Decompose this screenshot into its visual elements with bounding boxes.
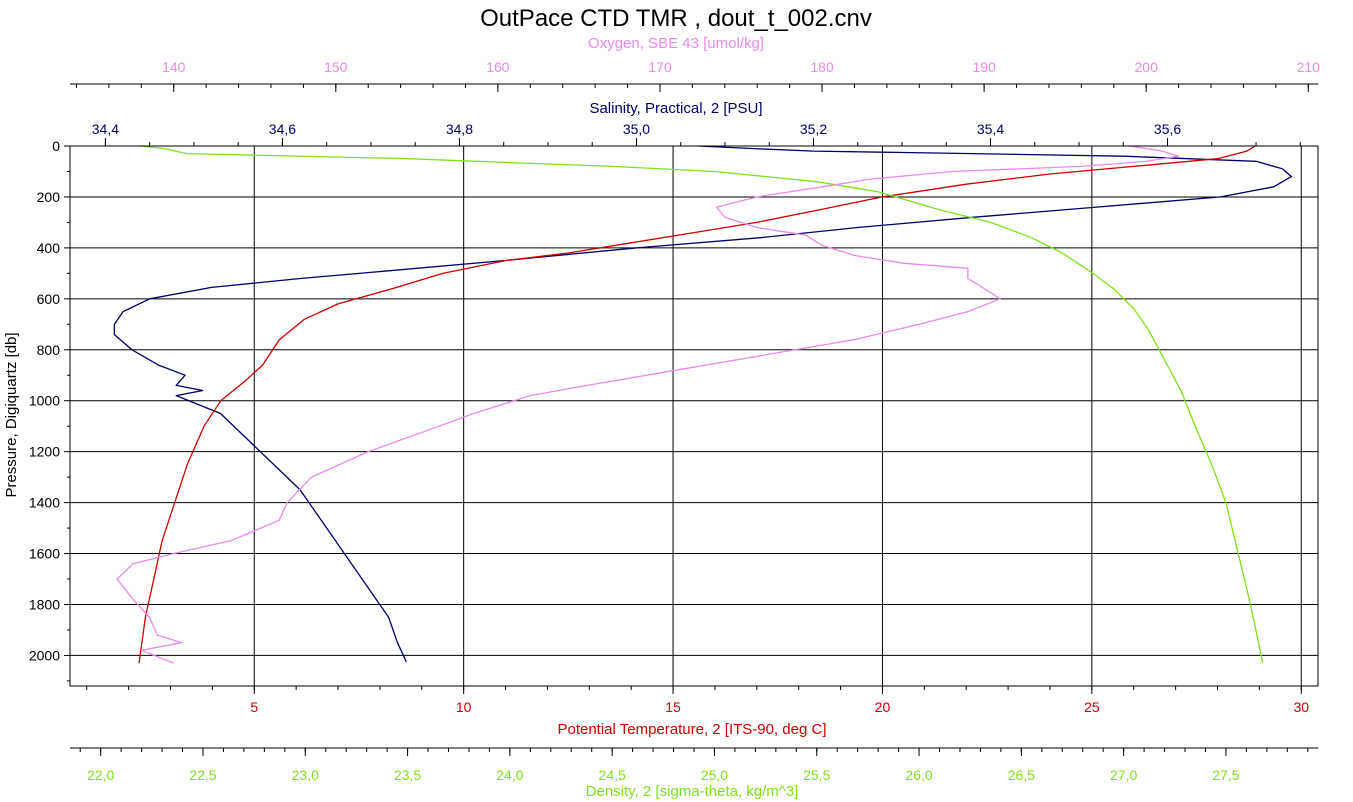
density-tick-label: 22,0	[87, 767, 114, 783]
y-tick-label: 1800	[29, 596, 60, 612]
plot-frame	[69, 145, 1319, 687]
data-series	[113, 145, 1293, 664]
density-series-line	[139, 145, 1264, 664]
temperature-tick-label: 15	[665, 699, 681, 715]
salinity-axis-label: Salinity, Practical, 2 [PSU]	[589, 100, 762, 117]
salinity-series-line	[113, 145, 1293, 663]
salinity-tick-label: 35,2	[800, 121, 827, 137]
density-tick-label: 23,0	[292, 767, 319, 783]
oxygen-axis-label: Oxygen, SBE 43 [umol/kg]	[588, 35, 764, 52]
salinity-tick-label: 34,6	[269, 121, 296, 137]
density-tick-label: 26,5	[1008, 767, 1035, 783]
oxygen-tick-label: 180	[810, 59, 834, 75]
y-tick-label: 200	[37, 189, 61, 205]
oxygen-tick-label: 210	[1297, 59, 1321, 75]
density-tick-label: 25,5	[803, 767, 830, 783]
y-tick-label: 600	[37, 291, 61, 307]
density-tick-label: 27,0	[1110, 767, 1137, 783]
temperature-tick-label: 10	[456, 699, 472, 715]
temperature-axis-label: Potential Temperature, 2 [ITS-90, deg C]	[557, 721, 826, 738]
density-tick-label: 23,5	[394, 767, 421, 783]
density-tick-label: 27,5	[1212, 767, 1239, 783]
chart-title: OutPace CTD TMR , dout_t_002.cnv	[480, 5, 872, 32]
oxygen-tick-label: 200	[1135, 59, 1159, 75]
salinity-tick-label: 35,6	[1154, 121, 1181, 137]
temperature-tick-label: 5	[250, 699, 258, 715]
oxygen-tick-label: 150	[324, 59, 348, 75]
y-tick-label: 1600	[29, 546, 60, 562]
pressure-axis-label: Pressure, Digiquartz [db]	[3, 332, 20, 497]
density-tick-label: 24,5	[599, 767, 626, 783]
grid	[70, 146, 1318, 686]
salinity-tick-label: 35,4	[977, 121, 1004, 137]
temperature-series-line	[138, 145, 1256, 664]
temperature-tick-label: 20	[875, 699, 891, 715]
oxygen-tick-label: 140	[162, 59, 186, 75]
salinity-tick-label: 34,8	[446, 121, 473, 137]
density-tick-label: 24,0	[496, 767, 523, 783]
salinity-tick-label: 35,0	[623, 121, 650, 137]
oxygen-tick-label: 170	[648, 59, 672, 75]
y-tick-label: 1400	[29, 495, 60, 511]
temperature-tick-label: 25	[1084, 699, 1100, 715]
oxygen-series-line	[116, 145, 1180, 664]
salinity-tick-label: 34,4	[92, 121, 119, 137]
y-tick-label: 800	[37, 342, 61, 358]
y-tick-label: 400	[37, 240, 61, 256]
y-tick-label: 1200	[29, 444, 60, 460]
temperature-tick-label: 30	[1293, 699, 1309, 715]
density-tick-label: 26,0	[905, 767, 932, 783]
y-tick-label: 0	[52, 138, 60, 154]
oxygen-tick-label: 190	[972, 59, 996, 75]
y-tick-label: 1000	[29, 393, 60, 409]
axes: 0 200 400 600 800 1000 1200 1400 1600 1800 2000 140…	[29, 59, 1320, 783]
density-tick-label: 25,0	[701, 767, 728, 783]
density-axis-label: Density, 2 [sigma-theta, kg/m^3]	[586, 783, 799, 800]
y-tick-label: 2000	[29, 647, 60, 663]
density-tick-label: 22,5	[189, 767, 216, 783]
oxygen-tick-label: 160	[486, 59, 510, 75]
